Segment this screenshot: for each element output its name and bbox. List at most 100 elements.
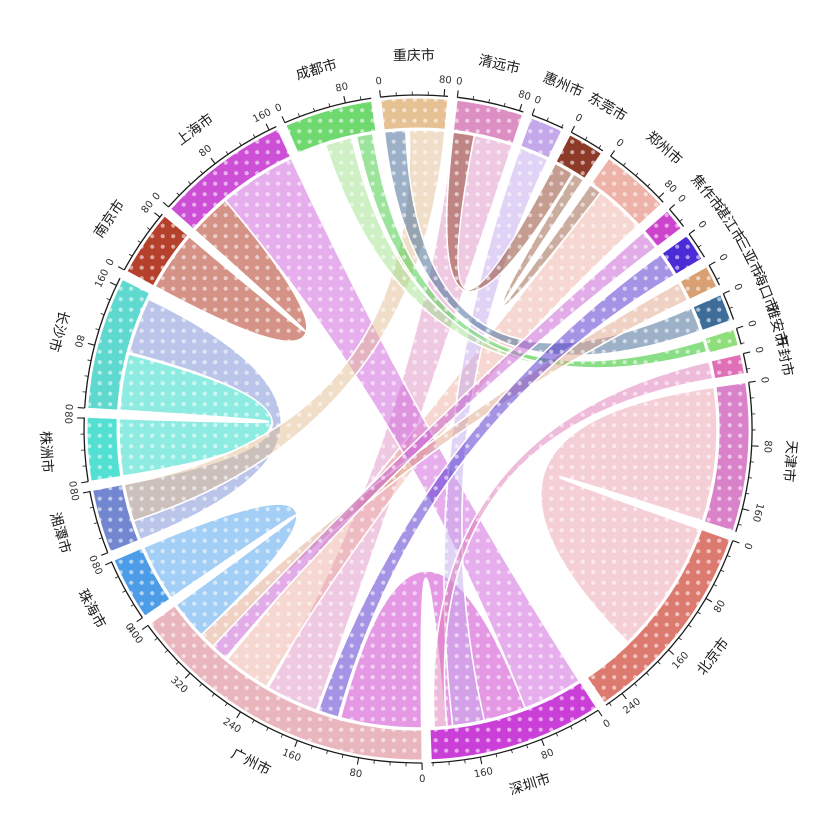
tick-value-label: 0 — [716, 252, 729, 263]
tick-value-label: 0 — [675, 193, 687, 205]
axis-arc — [531, 114, 564, 129]
city-name-label: 长沙市 — [45, 309, 72, 354]
axis-arc — [123, 213, 163, 271]
axis-tick — [443, 89, 446, 97]
tick-value-label: 0 — [455, 76, 463, 88]
city-name-label: 珠海市 — [74, 586, 109, 631]
axis-tick — [723, 290, 730, 295]
axis-tick — [748, 380, 756, 383]
axis-tick — [610, 150, 616, 157]
axis-tick — [634, 683, 638, 687]
city-name-label: 惠州市 — [540, 69, 585, 101]
axis-tick — [736, 325, 744, 329]
tick-value-label: 80 — [712, 598, 728, 615]
city-name-label: 南京市 — [90, 197, 128, 241]
city-name-label: 重庆市 — [393, 47, 435, 64]
axis-arc — [147, 625, 423, 764]
axis-tick — [82, 491, 91, 494]
axis-tick — [281, 116, 286, 123]
tick-value-label: 0 — [758, 376, 770, 384]
axis-arc — [668, 208, 685, 227]
axis-tick — [379, 90, 382, 98]
axis-tick — [716, 277, 721, 280]
tick-value-label: 80 — [335, 81, 350, 95]
tick-value-label: 0 — [375, 76, 383, 88]
tick-value-label: 80 — [197, 143, 214, 159]
axis-tick — [146, 227, 151, 230]
axis-tick — [162, 201, 169, 208]
axis-tick — [621, 693, 627, 700]
axis-tick — [678, 637, 682, 641]
tick-value-label: 0 — [741, 541, 753, 551]
axis-tick — [526, 744, 529, 749]
axis-arc — [431, 709, 599, 764]
axis-arc — [735, 382, 753, 533]
axis-arc — [457, 96, 524, 113]
tick-value-label: 160 — [93, 268, 111, 290]
axis-tick — [184, 672, 191, 679]
tick-value-label: 240 — [621, 696, 643, 716]
axis-tick — [87, 342, 95, 346]
axis-tick — [356, 757, 360, 765]
axis-tick — [266, 727, 269, 731]
axis-tick — [713, 584, 718, 587]
axis-tick — [297, 113, 300, 117]
city-name-label: 湘潭市 — [46, 510, 74, 555]
tick-value-label: 80 — [72, 333, 86, 348]
tick-value-label: 0 — [63, 403, 74, 410]
axis-arc — [571, 131, 604, 152]
axis-tick — [495, 753, 498, 758]
tick-value-label: 0 — [66, 480, 78, 488]
axis-tick — [679, 218, 683, 222]
axis-tick — [199, 683, 203, 687]
tick-value-label: 160 — [670, 650, 691, 672]
axis-tick — [105, 561, 112, 566]
axis-tick — [647, 183, 651, 187]
axis-tick — [541, 739, 545, 747]
city-name-label: 郑州市 — [643, 128, 686, 168]
axis-tick — [326, 750, 328, 755]
axis-arc — [380, 94, 449, 98]
axis-tick — [122, 590, 126, 593]
axis-arc — [610, 155, 664, 203]
tick-value-label: 0 — [86, 554, 99, 564]
tick-value-label: 240 — [221, 716, 243, 735]
axis-tick — [175, 661, 179, 665]
axis-tick — [546, 117, 549, 122]
axis-tick — [224, 702, 228, 707]
axis-tick — [130, 604, 134, 607]
axis-tick — [479, 757, 483, 765]
axis-tick — [555, 732, 559, 737]
tick-value-label: 80 — [348, 767, 362, 780]
tick-value-label: 0 — [419, 774, 426, 785]
axis-tick — [188, 181, 192, 185]
axis-tick — [511, 749, 513, 754]
axis-arc — [688, 233, 706, 258]
tick-value-label: 160 — [473, 766, 494, 780]
axis-tick — [252, 719, 255, 724]
axis-tick — [95, 328, 100, 331]
city-name-label: 深圳市 — [507, 770, 552, 799]
axis-tick — [519, 103, 523, 111]
axis-tick — [136, 617, 143, 623]
axis-tick — [608, 702, 612, 707]
axis-arc — [89, 490, 109, 553]
tick-value-label: 80 — [89, 561, 104, 577]
axis-tick — [697, 244, 702, 248]
axis-arc — [167, 125, 277, 208]
axis-tick — [328, 103, 331, 107]
axis-tick — [669, 204, 676, 210]
axis-tick — [252, 134, 256, 138]
axis-tick — [101, 552, 108, 556]
tick-value-label: 0 — [695, 219, 708, 231]
axis-tick — [570, 125, 576, 133]
axis-tick — [341, 754, 344, 759]
city-name-label: 清远市 — [477, 52, 522, 78]
axis-tick — [343, 96, 346, 104]
axis-tick — [688, 229, 696, 235]
axis-tick — [100, 313, 105, 316]
axis-arc — [742, 353, 748, 374]
axis-tick — [176, 192, 180, 196]
axis-tick — [359, 96, 362, 100]
